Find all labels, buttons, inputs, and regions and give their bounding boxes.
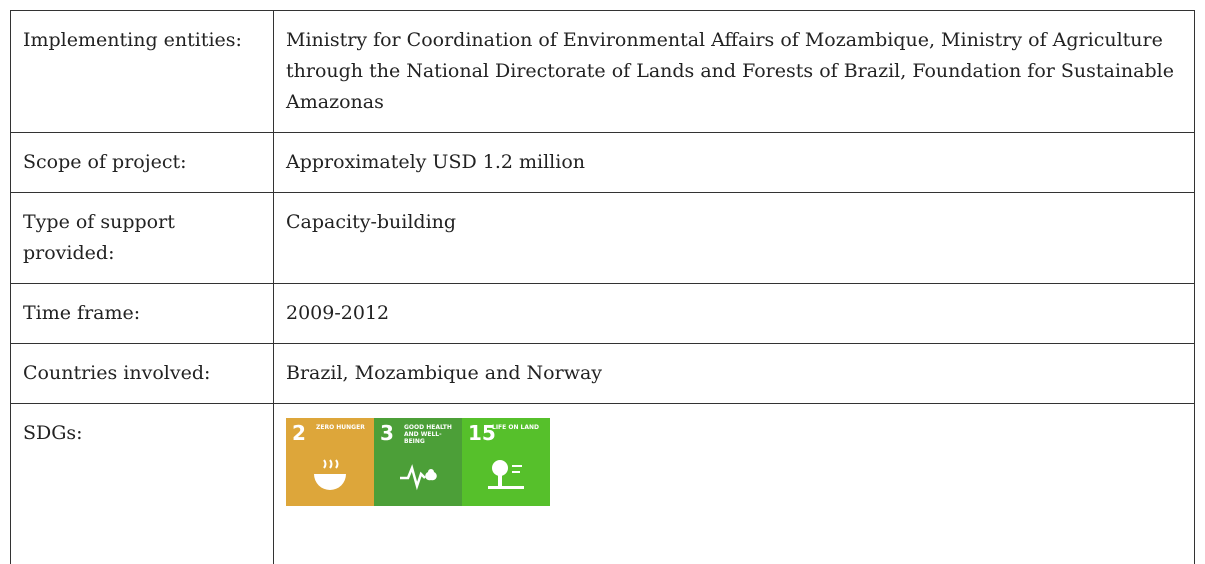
row-value: 2009-2012 — [274, 284, 1195, 344]
sdg-label: Good health and well-being — [404, 424, 456, 445]
table-row: Scope of project:Approximately USD 1.2 m… — [11, 133, 1195, 193]
sdg-pictogram — [398, 458, 438, 494]
table-row: SDGs: 2 Zero hunger 3 Good health and well-b… — [11, 404, 1195, 564]
sdg-pictogram — [486, 458, 526, 494]
row-label: Type of support provided: — [11, 193, 274, 284]
project-table: Implementing entities:Ministry for Coord… — [10, 10, 1195, 564]
sdg-icons: 2 Zero hunger 3 Good health and well-being 1… — [286, 418, 1182, 506]
sdg-number: 3 — [380, 422, 394, 444]
row-value: 2 Zero hunger 3 Good health and well-being 1… — [274, 404, 1195, 564]
sdg-label: Zero hunger — [316, 424, 368, 431]
table-row: Time frame:2009-2012 — [11, 284, 1195, 344]
row-value: Brazil, Mozambique and Norway — [274, 344, 1195, 404]
sdg-icon: 15Life on land — [462, 418, 550, 506]
sdg-icon: 2 Zero hunger — [286, 418, 374, 506]
row-value: Capacity-building — [274, 193, 1195, 284]
page: Implementing entities:Ministry for Coord… — [0, 0, 1205, 550]
table-row: Countries involved:Brazil, Mozambique an… — [11, 344, 1195, 404]
table-row: Type of support provided:Capacity-buildi… — [11, 193, 1195, 284]
row-label: Countries involved: — [11, 344, 274, 404]
row-label: Implementing entities: — [11, 11, 274, 133]
sdg-pictogram — [310, 458, 350, 494]
row-label: Scope of project: — [11, 133, 274, 193]
sdg-number: 2 — [292, 422, 306, 444]
sdg-label: Life on land — [492, 424, 544, 431]
row-value: Approximately USD 1.2 million — [274, 133, 1195, 193]
table-row: Implementing entities:Ministry for Coord… — [11, 11, 1195, 133]
row-label: Time frame: — [11, 284, 274, 344]
row-value: Ministry for Coordination of Environment… — [274, 11, 1195, 133]
row-label: SDGs: — [11, 404, 274, 564]
sdg-icon: 3 Good health and well-being — [374, 418, 462, 506]
